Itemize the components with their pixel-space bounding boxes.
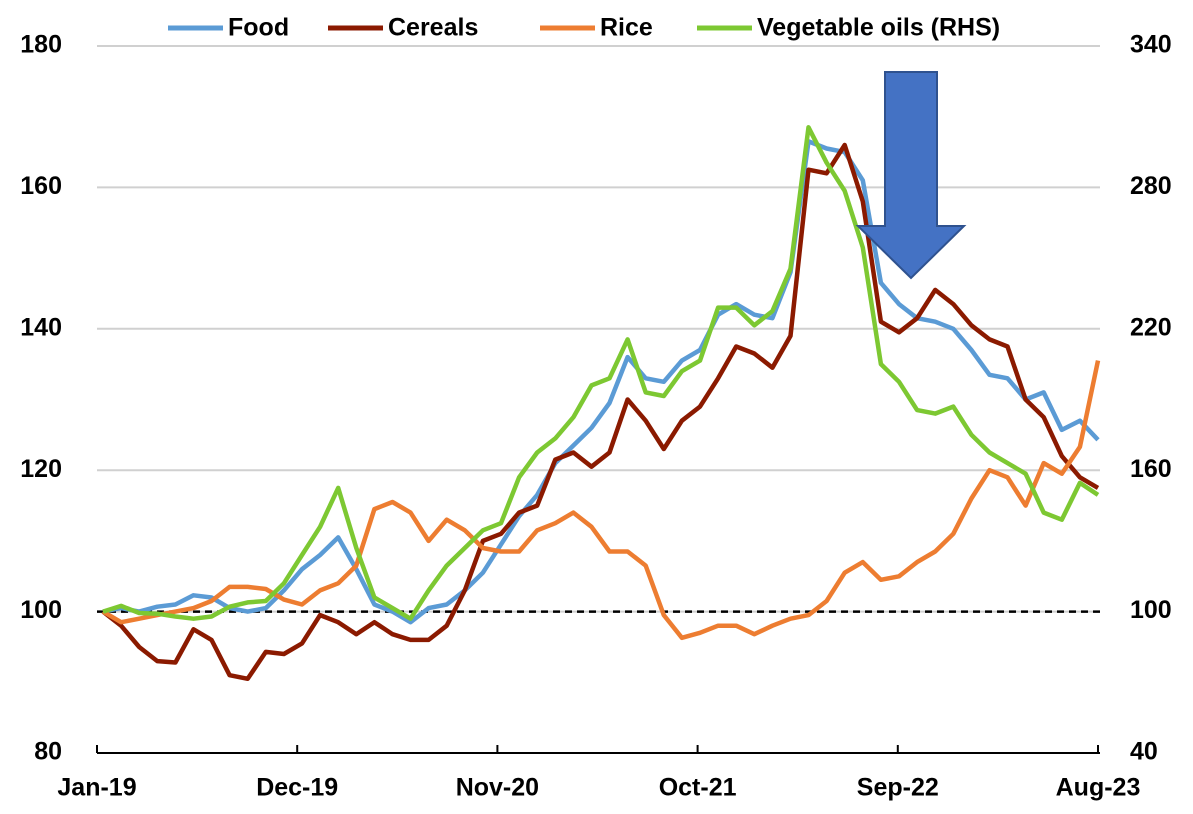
y2-tick-label: 40 xyxy=(1130,738,1158,766)
x-tick-label: Nov-20 xyxy=(456,774,539,802)
legend-label: Vegetable oils (RHS) xyxy=(757,14,1000,42)
y2-tick-label: 100 xyxy=(1130,596,1172,624)
y-tick-label: 80 xyxy=(34,738,62,766)
series-line xyxy=(102,125,1100,621)
y-tick-label: 180 xyxy=(20,31,62,59)
y-tick-label: 120 xyxy=(20,455,62,483)
x-tick-label: Sep-22 xyxy=(857,774,939,802)
y2-tick-label: 160 xyxy=(1130,455,1172,483)
series-line xyxy=(101,142,1100,682)
y-tick-label: 160 xyxy=(20,172,62,200)
legend-label: Rice xyxy=(600,14,653,42)
y2-tick-label: 340 xyxy=(1130,31,1172,59)
legend-label: Food xyxy=(228,14,289,42)
legend-label: Cereals xyxy=(388,14,478,42)
series-line xyxy=(101,360,1101,641)
x-tick-label: Oct-21 xyxy=(659,774,737,802)
arrow xyxy=(855,71,967,280)
y-tick-label: 100 xyxy=(20,596,62,624)
series-line xyxy=(102,139,1100,625)
y2-tick-label: 220 xyxy=(1130,313,1172,341)
y-tick-label: 140 xyxy=(20,313,62,341)
x-tick-label: Jan-19 xyxy=(57,774,136,802)
x-tick-label: Aug-23 xyxy=(1056,774,1141,802)
x-tick-label: Dec-19 xyxy=(256,774,338,802)
y2-tick-label: 280 xyxy=(1130,172,1172,200)
